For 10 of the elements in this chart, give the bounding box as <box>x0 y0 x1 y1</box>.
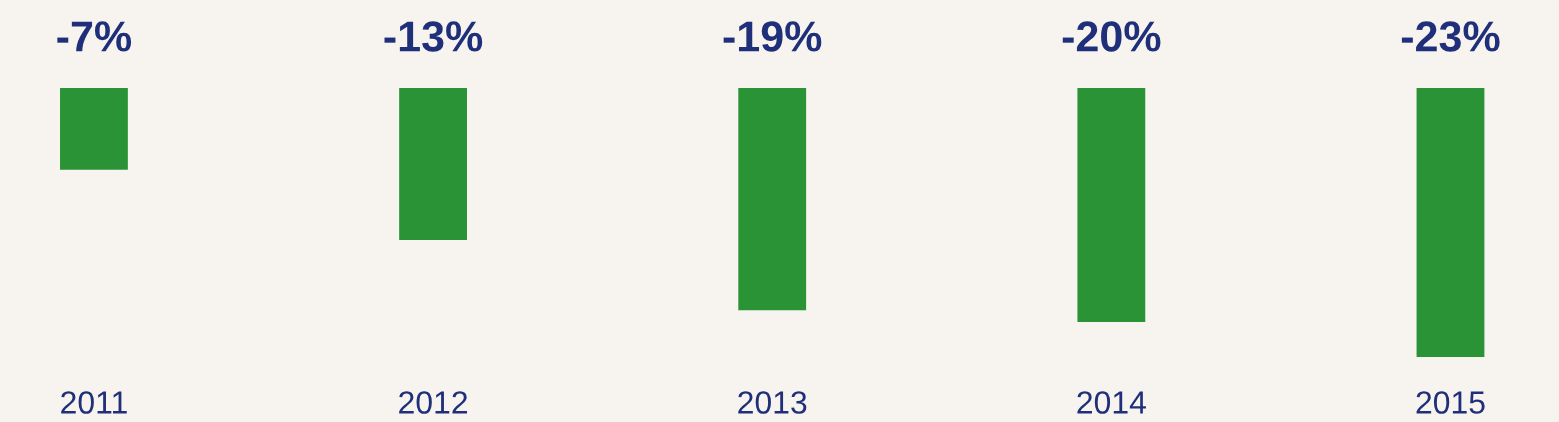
data-label: -20% <box>1062 21 1161 52</box>
x-tick-label: 2015 <box>1416 391 1485 414</box>
x-tick-label: 2013 <box>738 391 807 414</box>
x-tick-label: 2012 <box>399 391 468 414</box>
x-tick-label: 2014 <box>1077 391 1146 414</box>
x-tick-label: 2011 <box>61 391 127 414</box>
data-label: -23% <box>1401 21 1500 52</box>
data-label: -7% <box>57 21 132 52</box>
data-label: -13% <box>384 21 483 52</box>
data-label: -19% <box>723 21 822 52</box>
